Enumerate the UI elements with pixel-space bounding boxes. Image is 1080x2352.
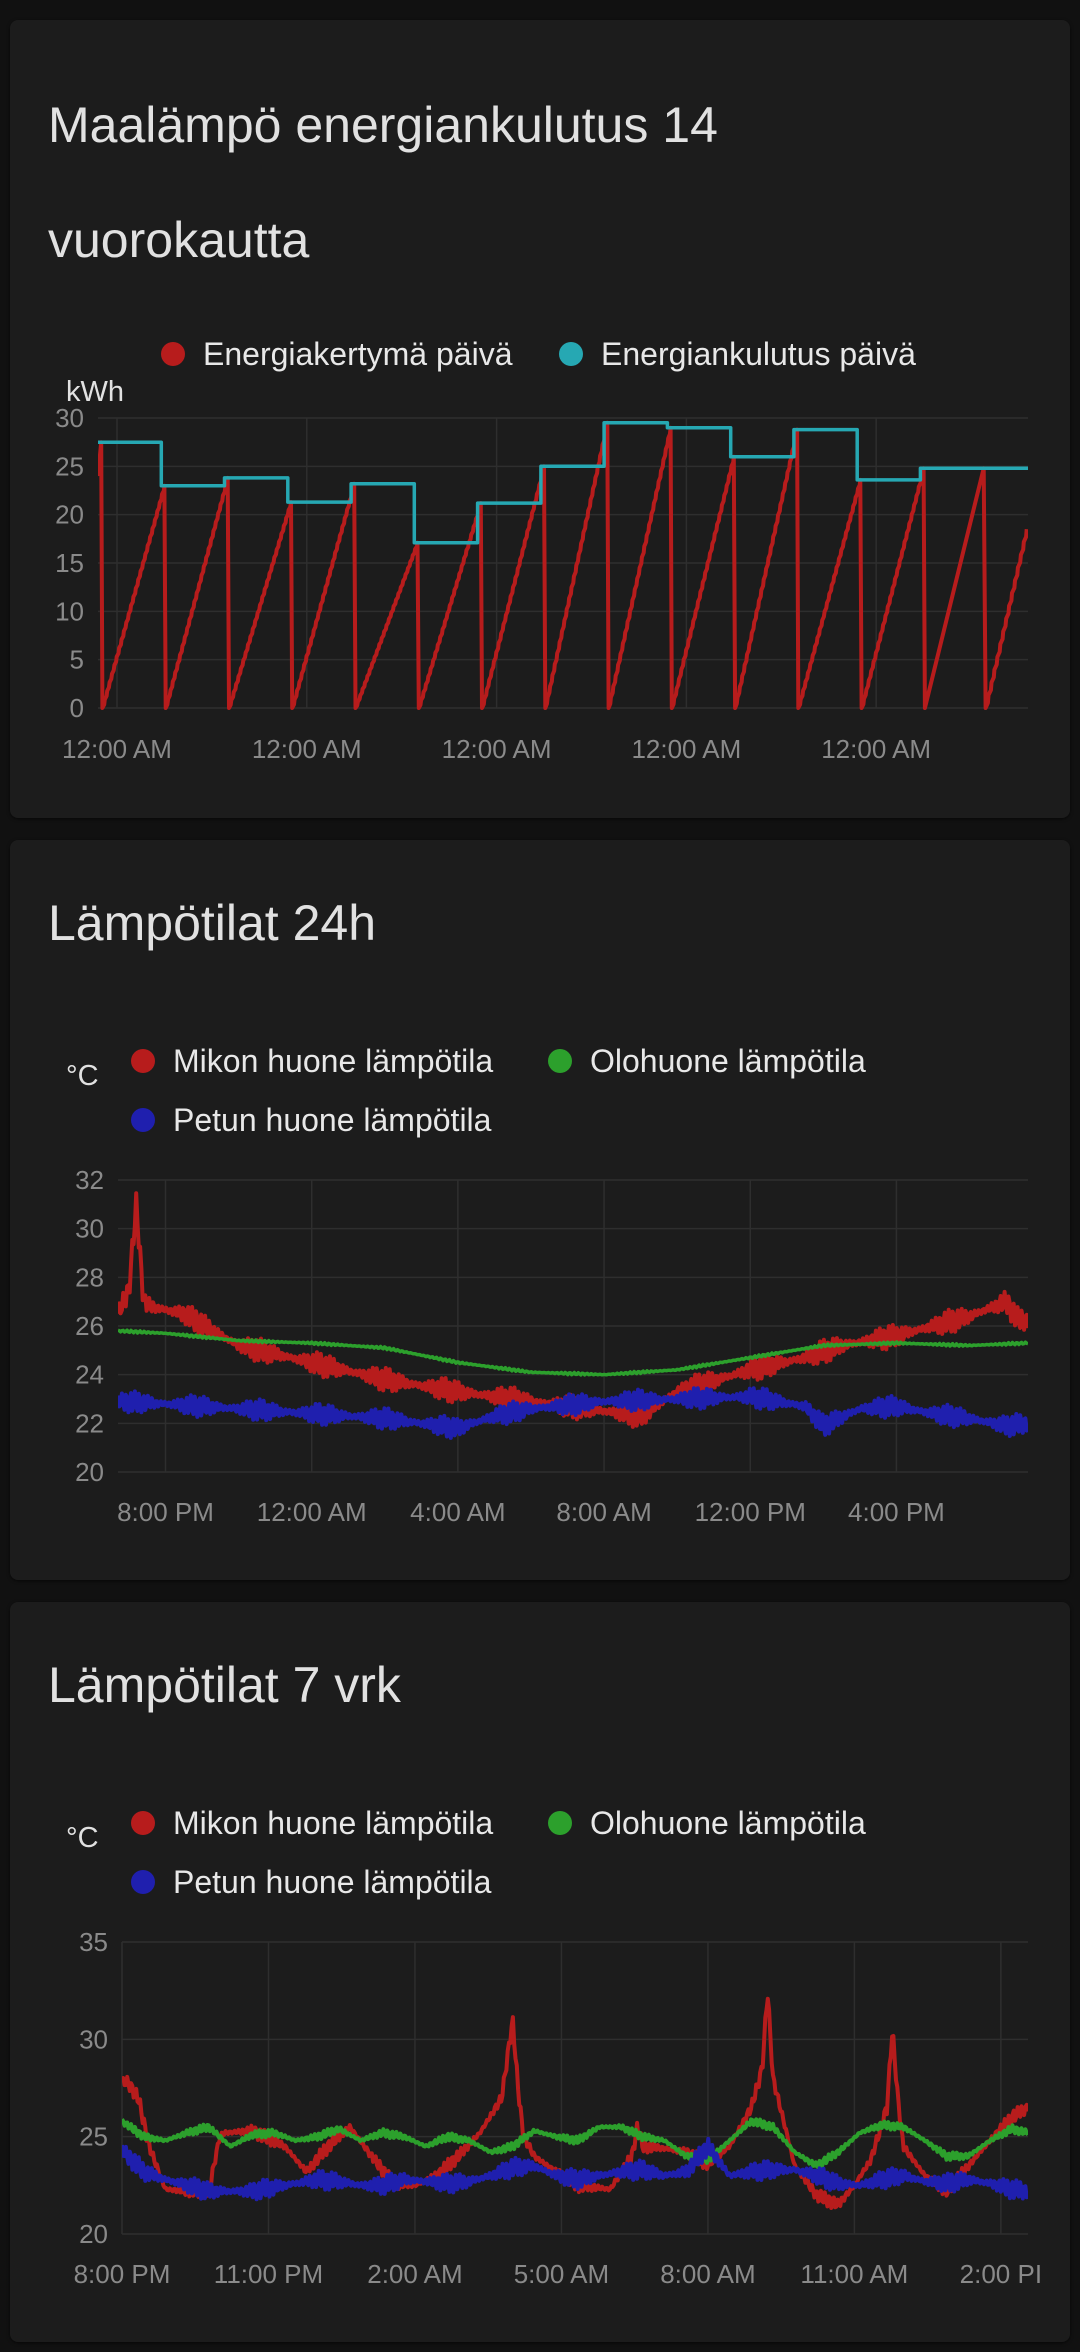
legend-item: Petun huone lämpötila [131,1102,492,1138]
series-line [118,1191,1028,1429]
legend-swatch [161,342,185,366]
legend-item: Energiakertymä päivä [161,336,513,372]
y-tick-label: 15 [55,548,84,578]
y-tick-label: 0 [70,693,84,723]
x-tick-label: 4:00 AM [410,1497,505,1527]
x-tick-label: 2:00 PI [960,2259,1042,2289]
legend-label: Mikon huone lämpötila [173,1805,493,1841]
energy-card-title-line2: vuorokautta [48,212,310,268]
x-tick-label: 11:00 AM [800,2259,908,2289]
y-tick-label: 30 [75,1214,104,1244]
legend-item: Mikon huone lämpötila [131,1043,493,1079]
temp7d-card-title: Lämpötilat 7 vrk [48,1657,401,1713]
legend-item: Olohuone lämpötila [548,1805,866,1841]
y-tick-label: 25 [79,2122,108,2152]
legend-swatch [548,1811,572,1835]
temp7d-card: Lämpötilat 7 vrk °C Mikon huone lämpötila… [10,1602,1070,2342]
legend-swatch [131,1870,155,1894]
legend-label: Petun huone lämpötila [173,1102,492,1138]
legend-label: Mikon huone lämpötila [173,1043,493,1079]
x-tick-label: 4:00 PM [848,1497,945,1527]
series-line [118,1386,1028,1440]
x-tick-label: 12:00 AM [821,734,931,764]
legend-swatch [131,1811,155,1835]
legend-swatch [131,1049,155,1073]
y-tick-label: 30 [55,403,84,433]
legend-label: Olohuone lämpötila [590,1043,866,1079]
temp24h-chart: °C Mikon huone lämpötila Olohuone lämpötil… [66,1043,1028,1527]
y-tick-label: 22 [75,1408,104,1438]
y-tick-label: 25 [55,451,84,481]
energy-card: Maalämpö energiankulutus 14 vuorokautta … [10,20,1070,818]
x-tick-label: 2:00 AM [367,2259,462,2289]
y-tick-label: 5 [70,645,84,675]
temp24h-card-title: Lämpötilat 24h [48,895,377,951]
y-tick-label: 20 [55,500,84,530]
legend-label: Energiakertymä päivä [203,336,513,372]
y-axis-unit-label: °C [66,1060,99,1092]
series-line [122,2136,1028,2202]
x-tick-label: 5:00 AM [514,2259,609,2289]
y-tick-label: 20 [75,1457,104,1487]
legend-swatch [548,1049,572,1073]
x-tick-label: 8:00 PM [117,1497,214,1527]
y-tick-label: 28 [75,1262,104,1292]
x-tick-label: 8:00 AM [660,2259,755,2289]
y-tick-label: 26 [75,1311,104,1341]
x-tick-label: 12:00 AM [62,734,172,764]
temp24h-card: Lämpötilat 24h °C Mikon huone lämpötila Ol… [10,840,1070,1580]
y-tick-label: 10 [55,596,84,626]
x-tick-label: 8:00 PM [74,2259,171,2289]
y-tick-label: 32 [75,1165,104,1195]
legend-swatch [131,1108,155,1132]
x-tick-label: 12:00 AM [257,1497,367,1527]
legend-label: Energiankulutus päivä [601,336,916,372]
x-tick-label: 12:00 AM [442,734,552,764]
series-line [98,421,1028,545]
x-tick-label: 12:00 AM [631,734,741,764]
legend-label: Petun huone lämpötila [173,1864,492,1900]
legend-swatch [559,342,583,366]
temp7d-chart: °C Mikon huone lämpötila Olohuone lämpötil… [66,1805,1042,2289]
series-line [98,420,1028,710]
y-tick-label: 35 [79,1927,108,1957]
x-tick-label: 11:00 PM [214,2259,323,2289]
y-axis-unit-label: °C [66,1822,99,1854]
legend-item: Energiankulutus päivä [559,336,916,372]
legend-item: Petun huone lämpötila [131,1864,492,1900]
series-line [122,2117,1028,2170]
energy-chart: kWh Energiakertymä päivä Energiankulutus p… [55,336,1028,764]
legend-item: Olohuone lämpötila [548,1043,866,1079]
series-line [118,1328,1028,1377]
legend-label: Olohuone lämpötila [590,1805,866,1841]
series-line [122,1996,1028,2210]
energy-card-title-line1: Maalämpö energiankulutus 14 [48,97,718,153]
y-axis-unit-label: kWh [66,376,124,408]
legend-item: Mikon huone lämpötila [131,1805,493,1841]
x-tick-label: 12:00 PM [695,1497,806,1527]
y-tick-label: 24 [75,1360,104,1390]
y-tick-label: 20 [79,2219,108,2249]
y-tick-label: 30 [79,2024,108,2054]
x-tick-label: 8:00 AM [556,1497,651,1527]
x-tick-label: 12:00 AM [252,734,362,764]
